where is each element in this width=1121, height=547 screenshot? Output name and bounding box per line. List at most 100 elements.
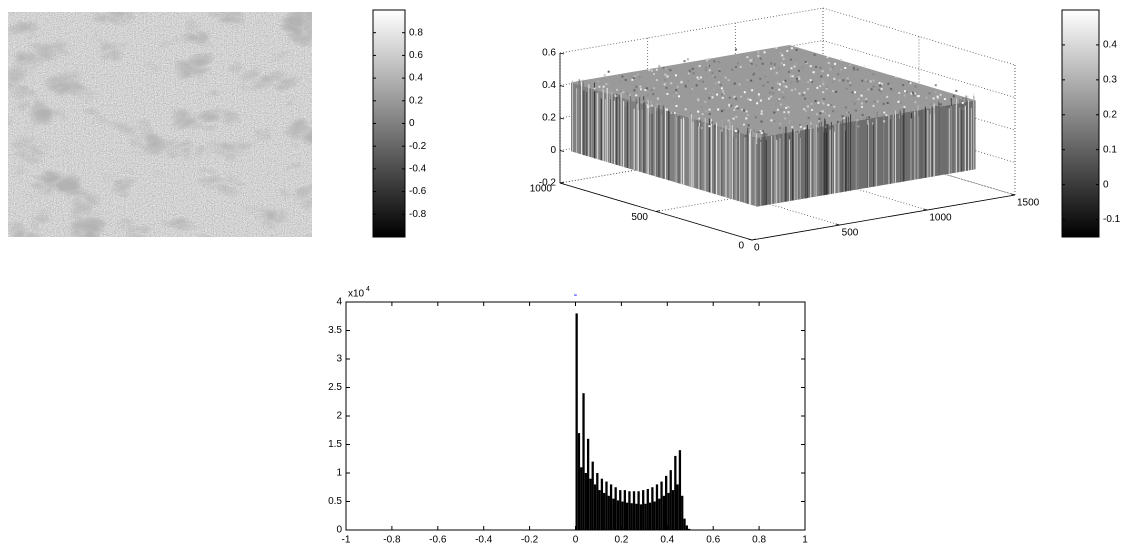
surface-texture — [721, 89, 724, 92]
surface-texture — [794, 79, 797, 82]
histogram: -1 -0.8 -0.6 -0.4 -0.2 0 0.2 0.4 0.6 0.8 1 0 0.5 1 1.5… — [328, 286, 808, 546]
bar — [623, 490, 626, 530]
tick-mark — [655, 210, 661, 212]
bar — [598, 490, 601, 530]
surface-texture — [727, 119, 730, 122]
surface-texture — [747, 124, 750, 127]
surface-texture — [759, 99, 762, 102]
surface-texture — [753, 95, 756, 98]
surface-texture — [780, 62, 783, 65]
bar — [669, 470, 672, 530]
surface-texture — [722, 92, 725, 95]
surface-texture — [728, 96, 731, 99]
surface-texture — [813, 53, 816, 56]
bar — [651, 487, 654, 530]
surface-texture — [746, 78, 749, 81]
surface-texture — [898, 92, 901, 95]
surface-texture — [646, 94, 649, 97]
surface-texture — [761, 62, 764, 65]
bar — [635, 503, 638, 530]
surface-texture — [718, 69, 721, 72]
surface-texture — [865, 105, 868, 108]
bar — [582, 393, 585, 530]
surface-texture — [706, 59, 709, 62]
surface-texture — [778, 83, 781, 86]
surface-texture — [712, 92, 715, 95]
x-tick-label: 0 — [754, 243, 760, 254]
surface-texture — [812, 71, 815, 74]
surface-texture — [635, 94, 638, 97]
surface-texture — [728, 88, 731, 91]
bar — [660, 481, 663, 530]
surface-texture — [806, 105, 809, 108]
surface-texture — [886, 101, 889, 104]
surface-texture — [779, 122, 782, 125]
surface-texture — [684, 108, 687, 111]
surface-texture — [764, 116, 767, 119]
surface-texture — [655, 79, 658, 82]
surface-texture — [704, 87, 707, 90]
bar — [586, 438, 590, 530]
surface-texture — [822, 83, 825, 86]
x-tick-label: 1000 — [929, 213, 952, 224]
surface-texture — [883, 111, 886, 114]
surface-texture — [827, 62, 830, 65]
surface-texture — [807, 116, 810, 119]
surface-texture — [691, 115, 694, 118]
surface-texture — [821, 110, 824, 113]
grid-line — [647, 167, 840, 226]
bar — [658, 498, 661, 530]
surface-texture — [811, 108, 814, 111]
bar — [628, 491, 631, 530]
bar — [589, 478, 592, 530]
surface-texture — [738, 83, 741, 86]
surface-texture — [757, 93, 760, 96]
x-tick-label: 0 — [573, 535, 579, 546]
surface-texture — [860, 105, 863, 108]
surface-texture — [790, 81, 793, 84]
surface-texture — [708, 108, 711, 111]
surface-texture — [853, 102, 856, 105]
surface-texture — [603, 74, 606, 77]
surface-texture — [720, 110, 723, 113]
surface-texture — [873, 100, 876, 103]
surface-texture — [870, 88, 873, 91]
surface-texture — [676, 113, 679, 116]
surface-texture — [787, 70, 790, 73]
surface-texture — [704, 69, 707, 72]
tick-mark — [751, 238, 757, 241]
surface-texture — [936, 95, 939, 98]
surface-texture — [799, 125, 802, 128]
surface-texture — [807, 57, 810, 60]
surface-texture — [825, 112, 828, 115]
surface-texture — [845, 106, 848, 109]
surface-texture — [736, 128, 739, 131]
surface-texture — [795, 77, 798, 80]
colorbar: -0.8 -0.6 -0.4 -0.2 0 0.2 0.4 0.6 0.8 — [372, 9, 427, 238]
surface-texture — [728, 122, 731, 125]
surface-texture — [866, 80, 869, 83]
surface-texture — [806, 88, 809, 91]
surface-texture — [932, 97, 935, 100]
surface-texture — [633, 75, 636, 78]
surface-texture — [856, 119, 859, 122]
surface-texture — [763, 51, 766, 54]
surface-texture — [843, 116, 846, 119]
surface-texture — [912, 94, 915, 97]
surface-texture — [784, 79, 787, 82]
bar — [630, 503, 633, 530]
surface-texture — [890, 87, 893, 90]
surface-texture — [749, 59, 752, 62]
surface-texture — [707, 77, 710, 80]
surface-face — [571, 45, 976, 138]
colorbar-tick-label: -0.4 — [409, 164, 427, 175]
y-tick-label: 0 — [336, 525, 342, 536]
surface-texture — [650, 104, 653, 107]
y-tick-label: 1.5 — [328, 439, 342, 450]
surface-texture — [822, 58, 825, 61]
surface-texture — [861, 79, 864, 82]
surface-texture — [714, 82, 717, 85]
x-tick-label: 0.2 — [614, 535, 628, 546]
surface-texture — [607, 70, 610, 73]
